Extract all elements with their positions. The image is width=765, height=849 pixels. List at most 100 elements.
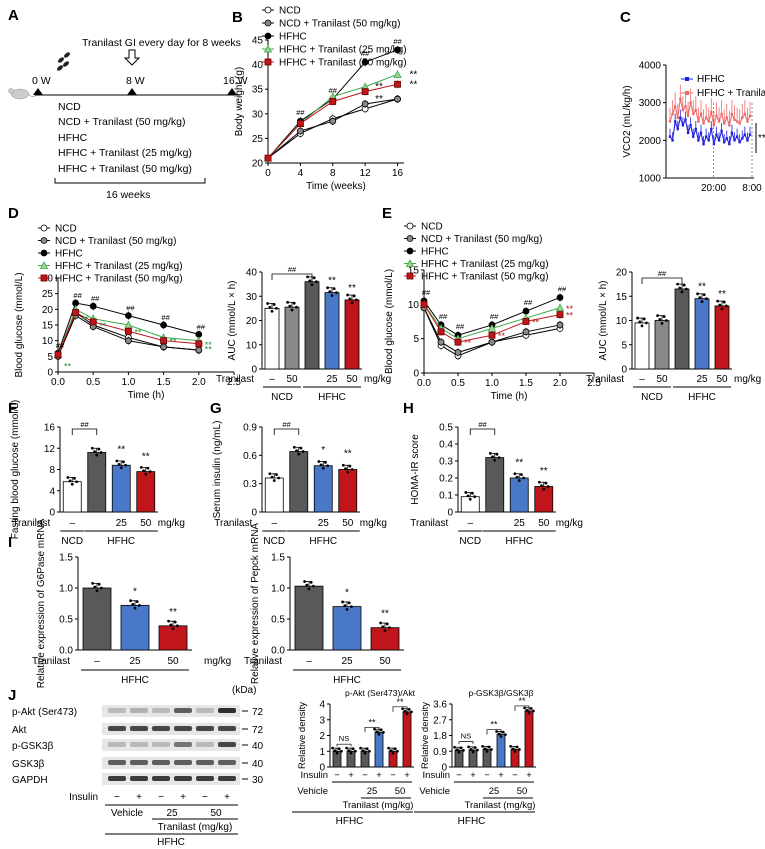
bar — [304, 281, 320, 370]
data-point — [696, 292, 699, 296]
dose-label: 25 — [341, 656, 353, 667]
data-point — [471, 750, 475, 754]
y-tick-label: 1.5 — [59, 553, 73, 564]
unit-label: mg/kg — [204, 656, 231, 667]
data-point — [488, 451, 492, 455]
data-point — [420, 300, 428, 308]
dose-label: – — [467, 518, 473, 529]
timepoint-16w: 16 W — [223, 75, 248, 87]
dose-label: 50 — [517, 786, 528, 797]
bar — [496, 734, 506, 768]
vehicle-label: Vehicle — [297, 786, 328, 797]
significance-marker: ## — [282, 420, 291, 429]
insulin-sign: − — [484, 770, 490, 781]
data-point — [743, 133, 747, 136]
y-tick-label: 10 — [246, 340, 258, 351]
data-point — [692, 135, 695, 138]
y-tick-label: 3000 — [639, 98, 662, 109]
blot-band — [152, 776, 170, 781]
data-point — [490, 748, 493, 751]
insulin-label: Insulin — [69, 792, 98, 803]
y-tick-label: 4 — [49, 486, 55, 497]
legend-label: HFHC + Tranilast (50 mg/kg) — [421, 272, 549, 283]
data-point — [710, 110, 713, 114]
data-point — [738, 122, 741, 125]
data-point — [522, 318, 530, 325]
data-point — [678, 286, 682, 290]
blot-band — [174, 742, 192, 747]
insulin-sign: − — [456, 770, 462, 781]
data-point — [148, 470, 152, 474]
tranilast-mgkg-label: Tranilast (mg/kg) — [158, 822, 233, 833]
bar — [111, 464, 131, 513]
data-point — [268, 472, 272, 476]
legend-label: HFHC + Tranilast (25 mg/kg) — [279, 45, 407, 56]
data-point — [718, 303, 722, 307]
data-point — [124, 463, 128, 467]
blot-band — [152, 760, 170, 765]
data-point — [517, 479, 521, 482]
y-axis-label: Relative expression of G6Pase mRNA — [36, 518, 47, 688]
y-tick-label: 10 — [616, 316, 628, 327]
data-point — [720, 129, 723, 133]
data-point — [361, 58, 369, 66]
data-point — [167, 619, 171, 623]
panel-letter-b: B — [232, 9, 243, 26]
x-tick-label: 0.5 — [86, 377, 100, 388]
x-tick-label: 2.5 — [587, 378, 601, 389]
tranilast-label: Tranilast — [586, 374, 624, 385]
series-line — [57, 314, 199, 357]
data-point — [405, 259, 415, 267]
data-point — [70, 482, 74, 486]
data-point — [437, 328, 445, 336]
data-point — [264, 19, 272, 27]
significance-bracket — [392, 706, 408, 712]
series-line — [267, 98, 398, 159]
legend-label: HFHC + Tranilast (25 mg/kg) — [421, 259, 549, 270]
series-line — [57, 311, 199, 355]
y-tick-label: 3 — [319, 715, 325, 726]
data-point — [73, 476, 76, 480]
significance-marker: ** — [134, 327, 142, 337]
data-point — [697, 139, 700, 142]
x-tick-label: 0 — [265, 168, 271, 179]
tranilast-mgkg-label: Tranilast (mg/kg) — [343, 800, 414, 811]
bar — [509, 477, 529, 513]
bar — [714, 305, 730, 370]
y-tick-label: 0.4 — [439, 440, 453, 451]
data-point — [40, 274, 48, 282]
significance-marker: ## — [161, 313, 170, 322]
x-tick-label: 2.0 — [553, 378, 567, 389]
group-label: HFHC — [157, 837, 185, 848]
tranilast-label: Tranilast — [12, 518, 50, 529]
data-point — [379, 728, 383, 732]
data-point — [135, 600, 139, 604]
significance-marker: ** — [518, 696, 526, 706]
data-point — [350, 301, 354, 305]
bar — [284, 306, 300, 370]
data-point — [741, 116, 744, 119]
significance-marker: ## — [658, 269, 667, 278]
insulin-sign: − — [362, 770, 368, 781]
y-tick-label: 20 — [252, 159, 264, 170]
blot-band — [130, 742, 148, 747]
data-point — [347, 749, 351, 753]
data-point — [681, 109, 685, 112]
data-point — [396, 749, 399, 753]
data-point — [393, 747, 397, 751]
y-tick-label: 2.7 — [433, 715, 447, 726]
group-label: NCD — [58, 101, 81, 113]
data-point — [522, 328, 530, 336]
y-tick-label: 40 — [246, 268, 258, 279]
kda-label: 40 — [252, 759, 264, 770]
significance-marker: ** — [368, 717, 376, 727]
y-tick-label: 25 — [42, 289, 54, 300]
data-point — [705, 297, 708, 301]
significance-marker: * — [321, 445, 325, 456]
data-point — [350, 468, 354, 471]
data-point — [297, 452, 301, 456]
data-point — [406, 222, 414, 230]
data-point — [483, 747, 487, 751]
bar — [402, 711, 412, 768]
dose-label: – — [269, 374, 275, 385]
